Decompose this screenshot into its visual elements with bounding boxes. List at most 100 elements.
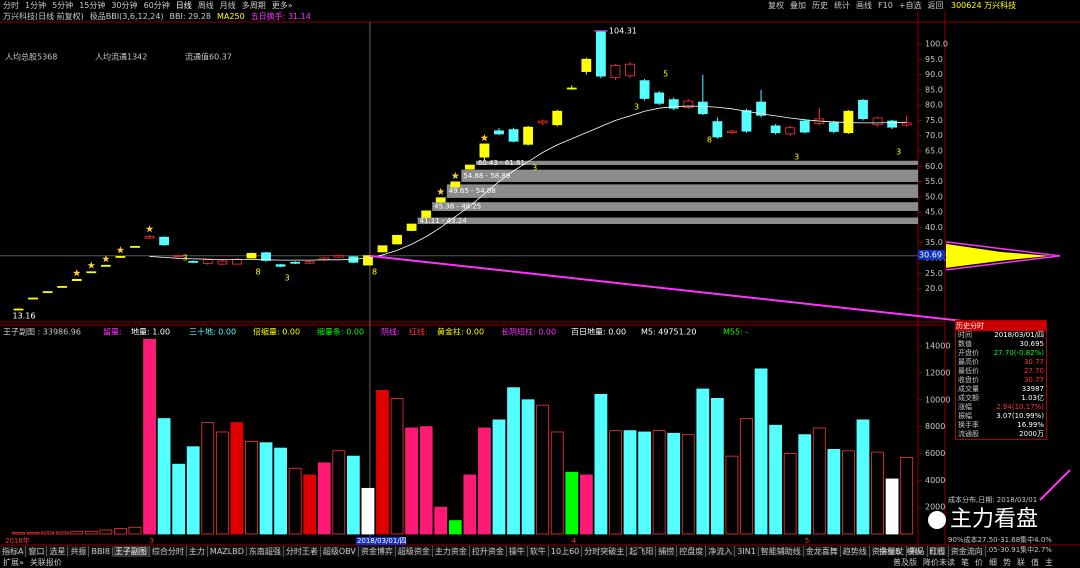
status-tab[interactable]: 值 [1031,558,1039,567]
period-tab[interactable]: 周线 [197,1,214,10]
volume-bar [842,450,855,535]
candle-body [144,236,155,239]
toolbar-action[interactable]: +自选 [898,1,922,10]
y-tick-label: 10000 [925,395,950,404]
indicator-tab[interactable]: 指标B [879,546,901,556]
period-tab[interactable]: 多周期 [241,1,266,10]
info-row: 最高价 30.77 [956,358,1046,367]
toolbar-action[interactable]: 复权 [768,1,784,10]
indicator-tab[interactable]: 综合分时 [150,545,187,557]
status-tab[interactable]: 普及版 [893,558,917,567]
status-tab[interactable]: 主 [1045,558,1053,567]
volume-bar [856,419,870,535]
sub-header: M55: - [723,328,748,337]
indicator-tab[interactable]: 超级OBV [321,545,359,557]
indicator-tab[interactable]: 10上60 [549,545,583,557]
indicator-tab[interactable]: 软牛 [528,545,549,557]
candle-body [887,120,897,128]
indicator-tab[interactable]: 窗口 [26,545,48,557]
info-row: 数值 30.695 [956,340,1046,349]
indicator-tab[interactable]: 黑马 [907,545,928,557]
signal-star [116,246,125,254]
candle-body [421,210,432,218]
status-tab[interactable]: 笔 [961,558,969,567]
indicator-tab[interactable]: 资金量仗 [870,545,907,557]
indicator-tab[interactable]: 分时王者 [284,545,321,557]
candle-body [697,101,708,115]
indicator-tab[interactable]: 3IN1 [735,546,759,556]
header-stock: 万兴科技(日线 前复权) [3,12,84,21]
indicator-tab[interactable]: 拉升资金 [470,545,507,557]
annotation: 5 [663,70,668,79]
status-tab[interactable]: 细 [989,558,997,567]
period-tab[interactable]: 分时 [3,1,19,10]
cost-70: 70%成本28.05-30.91集中2.7% [948,545,1052,554]
candle-body [858,99,868,119]
period-tab[interactable]: 1分钟 [25,1,47,10]
cost-date: 成本分布,日期: 2018/03/01 [948,495,1037,504]
y-tick-label: 2000 [925,503,945,512]
toolbar-action[interactable]: 画线 [856,1,872,10]
period-tab[interactable]: 5分钟 [52,1,74,10]
indicator-tab[interactable]: 资金流向 [949,545,986,557]
indicator-tab[interactable]: 主力资金 [433,545,470,557]
candle-body [188,260,199,263]
extra-tab[interactable]: 关联报价 [29,558,62,567]
volume-bar [652,430,666,535]
date-tag-bg [355,537,406,545]
info-value: 3.07(10.99%) [996,412,1044,420]
candle-body [290,261,301,264]
indicator-tab[interactable]: 智能辅助线 [759,545,804,557]
status-tab[interactable]: 联 [1017,558,1025,567]
status-tab[interactable]: 势 [1003,558,1011,567]
period-tab[interactable]: 30分钟 [111,1,138,10]
sub-header: 留量: [103,327,122,337]
indicator-tab[interactable]: 选星 [47,545,69,557]
status-tab[interactable]: 降价未读 [923,558,955,567]
indicator-tab[interactable]: 模板 [906,546,923,556]
indicator-tab[interactable]: 日线 [928,546,945,556]
period-tab[interactable]: 15分钟 [79,1,106,10]
volume-bar [710,398,724,535]
toolbar-action[interactable]: 叠加 [790,1,806,10]
indicator-tab[interactable]: BBI8 [89,546,113,556]
indicator-tab[interactable]: 操牛 [507,545,528,557]
indicator-tab[interactable]: 主力 [187,545,208,557]
candle-body [57,286,68,288]
indicator-tab[interactable]: 东南超强 [247,545,284,557]
indicator-tab[interactable]: 红日 [928,545,949,557]
indicator-tab[interactable]: 共振 [68,545,90,557]
indicator-tab[interactable]: 控盘度 [677,545,707,557]
volume-bar [55,531,69,535]
indicator-tab[interactable]: 超级资金 [396,545,433,557]
period-tab[interactable]: 月线 [219,1,236,10]
indicator-tab[interactable]: 分时突破主 [582,545,628,557]
status-tab[interactable]: 价 [975,558,983,567]
period-tab[interactable]: 日线 [175,1,192,10]
indicator-tab[interactable]: MAZLBD [208,546,247,556]
extra-tab[interactable]: 扩展» [3,558,24,567]
indicator-tab[interactable]: 净流入 [706,545,736,557]
indicator-tab[interactable]: 指标A [0,545,27,557]
volume-bar [725,455,739,535]
indicator-tab[interactable]: 金龙喜舞 [804,545,841,557]
candle-body [464,164,475,170]
toolbar-action[interactable]: 统计 [834,1,850,10]
indicator-tab[interactable]: 资金博弈 [359,545,396,557]
header-bbi: BBI: 29.28 [169,12,212,21]
info-row: 流通股 2000万 [956,430,1046,439]
toolbar-action[interactable]: F10 [878,1,893,10]
toolbar-action[interactable]: 历史 [812,1,828,10]
low-label: 13.16 [13,311,36,320]
period-tab[interactable]: 更多» [271,1,293,10]
signal-star [451,171,460,180]
indicator-tab[interactable]: 捕捞 [656,545,678,557]
candle-body [115,256,126,258]
stock-code: 300624 万兴科技 [951,1,1017,10]
indicator-tab[interactable]: 起飞阳 [627,545,657,557]
toolbar-action[interactable]: 返回 [927,1,944,10]
indicator-tab[interactable]: 趋势线 [841,545,870,557]
period-tab[interactable]: 60分钟 [143,1,170,10]
volume-bar [492,419,506,535]
indicator-tab[interactable]: 王子副图 [112,545,150,557]
